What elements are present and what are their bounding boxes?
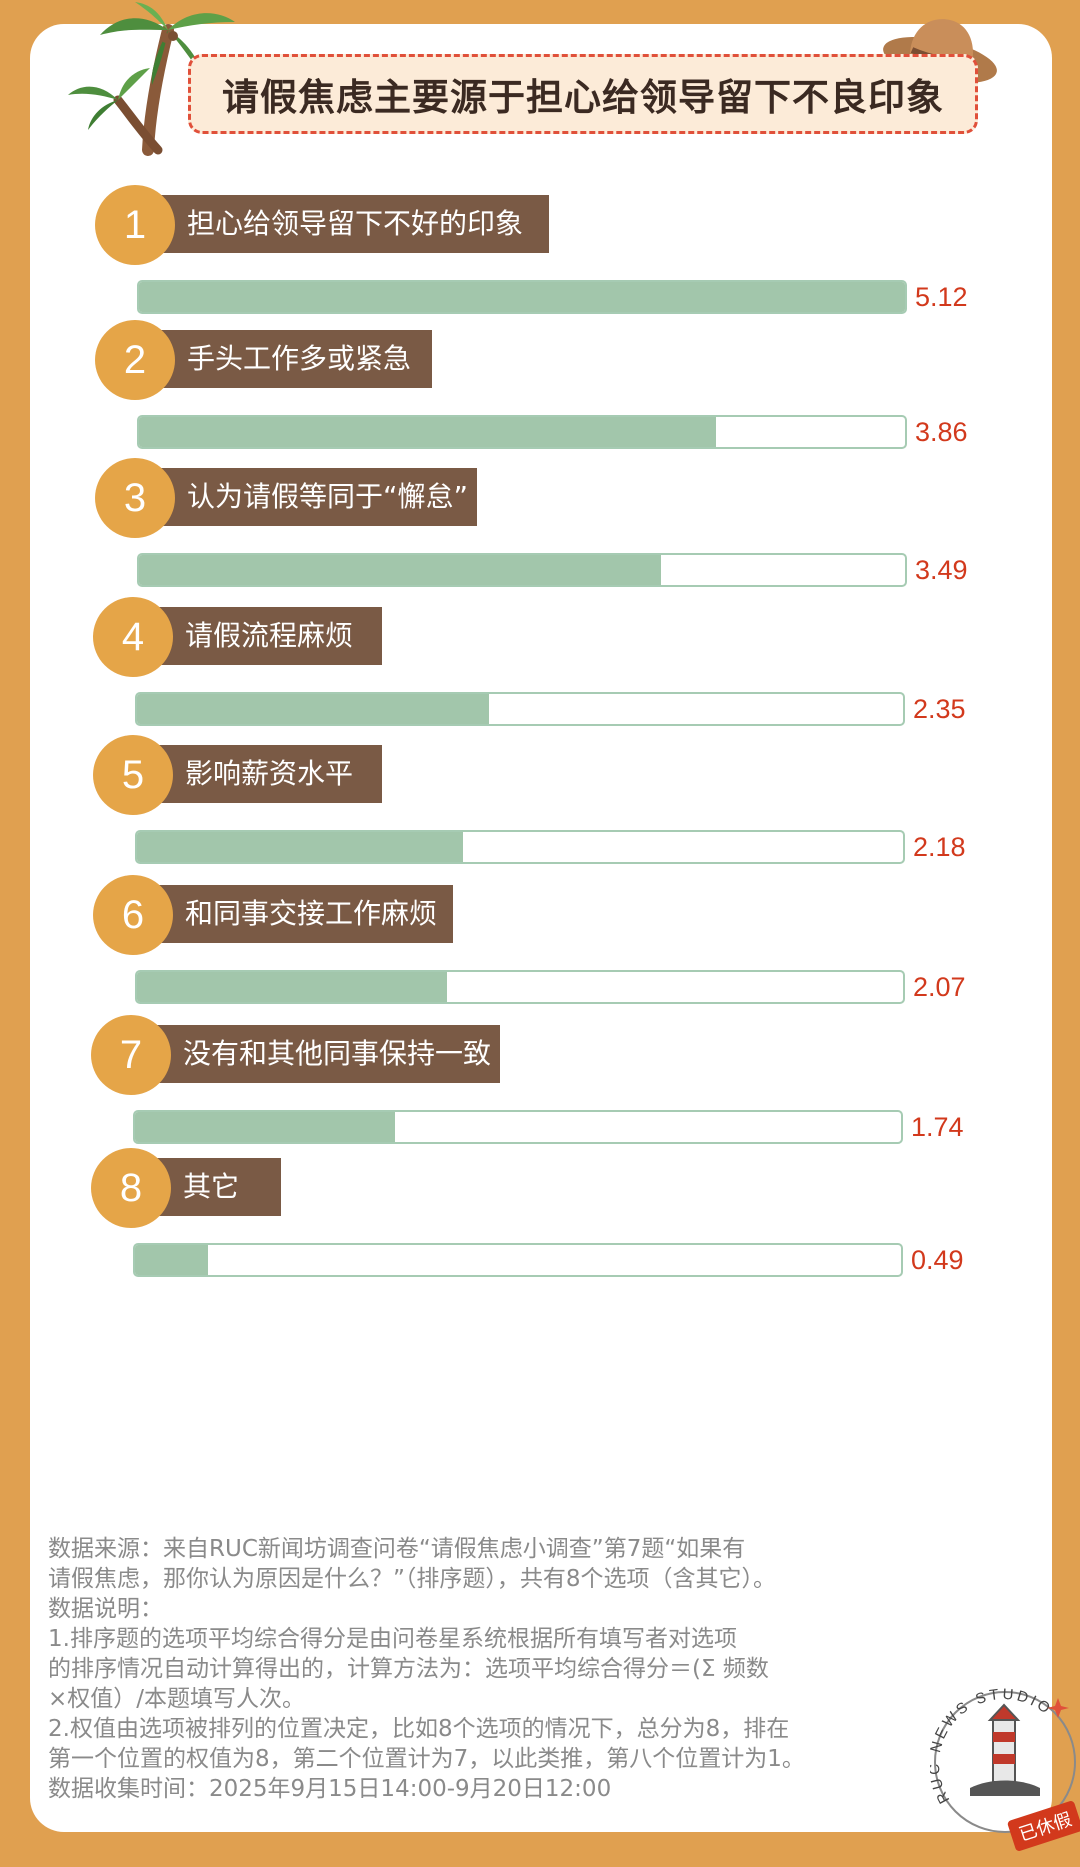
value-label: 2.07: [913, 972, 966, 1002]
note-line: 2.权值由选项被排列的位置决定，比如8个选项的情况下，总分为8，排在: [48, 1716, 790, 1742]
note-line: ×权值）/本题填写人次。: [48, 1686, 306, 1712]
bar-track: [137, 553, 907, 587]
rank-badge: 2: [95, 320, 175, 400]
category-label: 担心给领导留下不好的印象: [157, 195, 549, 253]
note-line: 的排序情况自动计算得出的，计算方法为：选项平均综合得分＝(Σ 频数: [48, 1656, 769, 1682]
bar: [139, 417, 717, 447]
category-label: 手头工作多或紧急: [157, 330, 432, 388]
note-line: 1.排序题的选项平均综合得分是由问卷星系统根据所有填写者对选项: [48, 1626, 737, 1652]
chart-title-box: 请假焦虑主要源于担心给领导留下不良印象: [188, 54, 978, 134]
value-label: 3.49: [915, 555, 968, 585]
rank-badge: 6: [93, 875, 173, 955]
category-label: 请假流程麻烦: [155, 607, 382, 665]
bar-track: [135, 830, 905, 864]
value-label: 2.35: [913, 694, 966, 724]
bar: [137, 694, 489, 724]
bar-track: [135, 692, 905, 726]
note-line: 数据收集时间：2025年9月15日14:00-9月20日12:00: [48, 1776, 612, 1802]
bar: [139, 282, 905, 312]
category-label: 其它: [153, 1158, 281, 1216]
note-line: 数据说明：: [48, 1596, 163, 1622]
rank-badge: 5: [93, 735, 173, 815]
bar: [137, 972, 447, 1002]
palm-tree-icon: [68, 2, 235, 156]
bar: [137, 832, 464, 862]
category-label: 和同事交接工作麻烦: [155, 885, 453, 943]
bar-track: [135, 970, 905, 1004]
rank-badge: 1: [95, 185, 175, 265]
bar: [135, 1112, 396, 1142]
bar-track: [137, 415, 907, 449]
rank-badge: 8: [91, 1148, 171, 1228]
category-label: 认为请假等同于“懈怠”: [157, 468, 477, 526]
bar-track: [137, 280, 907, 314]
value-label: 3.86: [915, 417, 968, 447]
note-line: 请假焦虑，那你认为原因是什么？”（排序题），共有8个选项（含其它）。: [48, 1566, 777, 1592]
value-label: 5.12: [915, 282, 968, 312]
lighthouse-icon: RUC NEWS STUDIO 已休假: [930, 1686, 1080, 1851]
bar: [135, 1245, 209, 1275]
rank-badge: 7: [91, 1015, 171, 1095]
note-line: 数据来源：来自RUC新闻坊调查问卷“请假焦虑小调查”第7题“如果有: [48, 1536, 746, 1562]
bar: [139, 555, 662, 585]
value-label: 2.18: [913, 832, 966, 862]
bar-track: [133, 1110, 903, 1144]
rank-badge: 4: [93, 597, 173, 677]
bar-track: [133, 1243, 903, 1277]
data-notes: 数据来源：来自RUC新闻坊调查问卷“请假焦虑小调查”第7题“如果有请假焦虑，那你…: [48, 1534, 848, 1804]
note-line: 第一个位置的权值为8，第二个位置计为7，以此类推，第八个位置计为1。: [48, 1746, 805, 1772]
category-label: 影响薪资水平: [155, 745, 382, 803]
value-label: 0.49: [911, 1245, 964, 1275]
value-label: 1.74: [911, 1112, 964, 1142]
category-label: 没有和其他同事保持一致: [153, 1025, 500, 1083]
chart-title: 请假焦虑主要源于担心给领导留下不良印象: [222, 76, 944, 119]
rank-badge: 3: [95, 458, 175, 538]
